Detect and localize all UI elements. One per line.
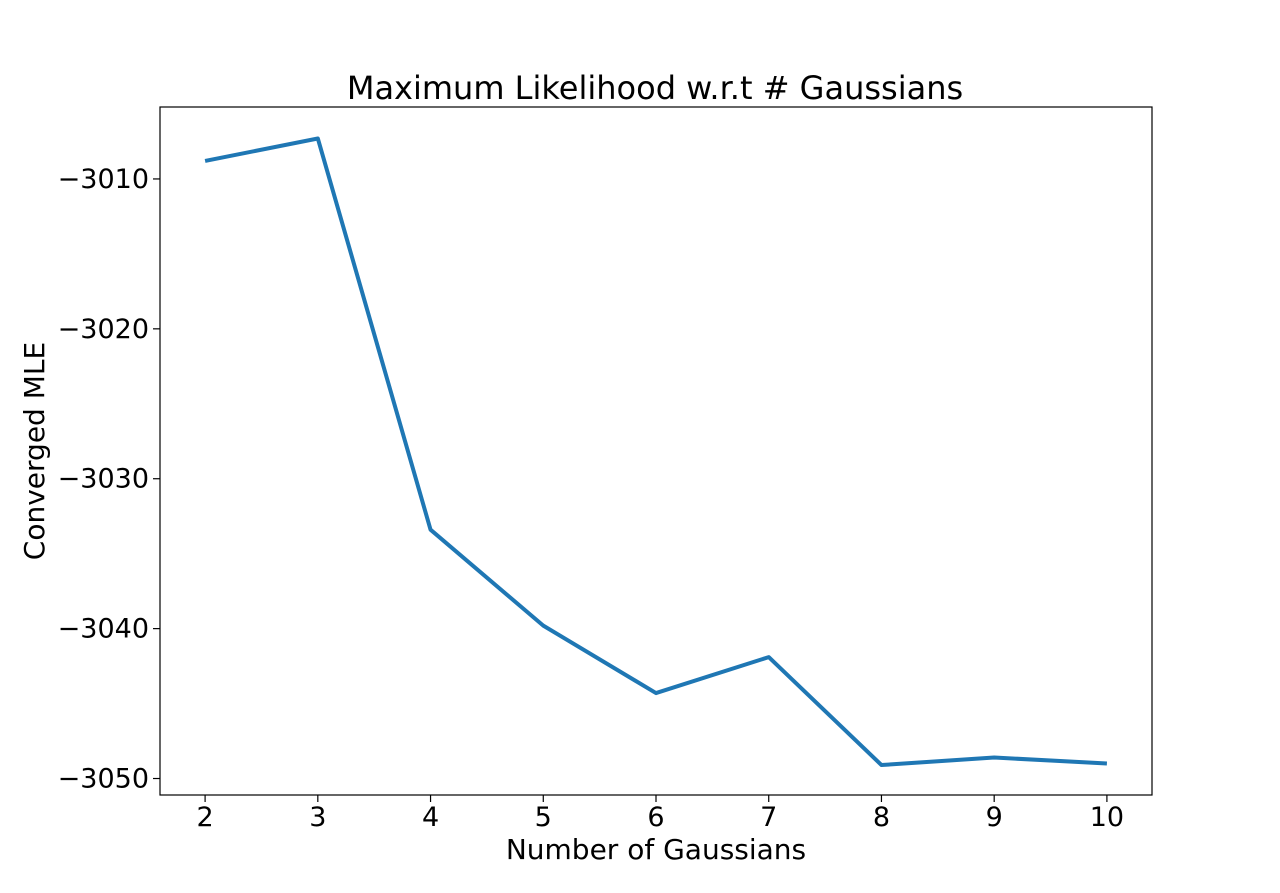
x-tick-label: 9	[986, 802, 1003, 833]
chart-title: Maximum Likelihood w.r.t # Gaussians	[347, 69, 963, 107]
x-tick-label: 3	[309, 802, 326, 833]
y-tick-label: −3010	[58, 164, 149, 195]
x-axis-label: Number of Gaussians	[506, 833, 806, 866]
x-tick-label: 7	[760, 802, 777, 833]
x-tick-label: 5	[535, 802, 552, 833]
x-tick-label: 10	[1090, 802, 1124, 833]
x-tick-label: 8	[873, 802, 890, 833]
series-line	[204, 136, 1108, 768]
x-tick-label: 4	[422, 802, 439, 833]
y-tick-label: −3030	[58, 464, 149, 495]
y-tick-label: −3050	[58, 764, 149, 795]
x-tick-label: 2	[196, 802, 213, 833]
y-tick-label: −3020	[58, 314, 149, 345]
x-tick-label: 6	[647, 802, 664, 833]
x-axis-ticks: 2 3 4 5 6 7 8 9 10	[196, 795, 1124, 833]
y-tick-label: −3040	[58, 614, 149, 645]
series-group	[204, 136, 1108, 768]
y-axis-ticks: −3010 −3020 −3030 −3040 −3050	[58, 164, 160, 795]
y-axis-label: Converged MLE	[18, 342, 51, 560]
